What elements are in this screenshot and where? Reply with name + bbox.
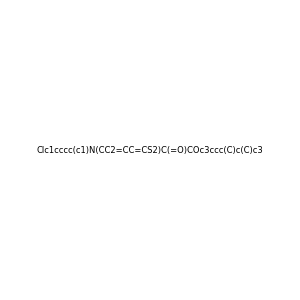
Text: Clc1cccc(c1)N(CC2=CC=CS2)C(=O)COc3ccc(C)c(C)c3: Clc1cccc(c1)N(CC2=CC=CS2)C(=O)COc3ccc(C)… (37, 146, 263, 154)
